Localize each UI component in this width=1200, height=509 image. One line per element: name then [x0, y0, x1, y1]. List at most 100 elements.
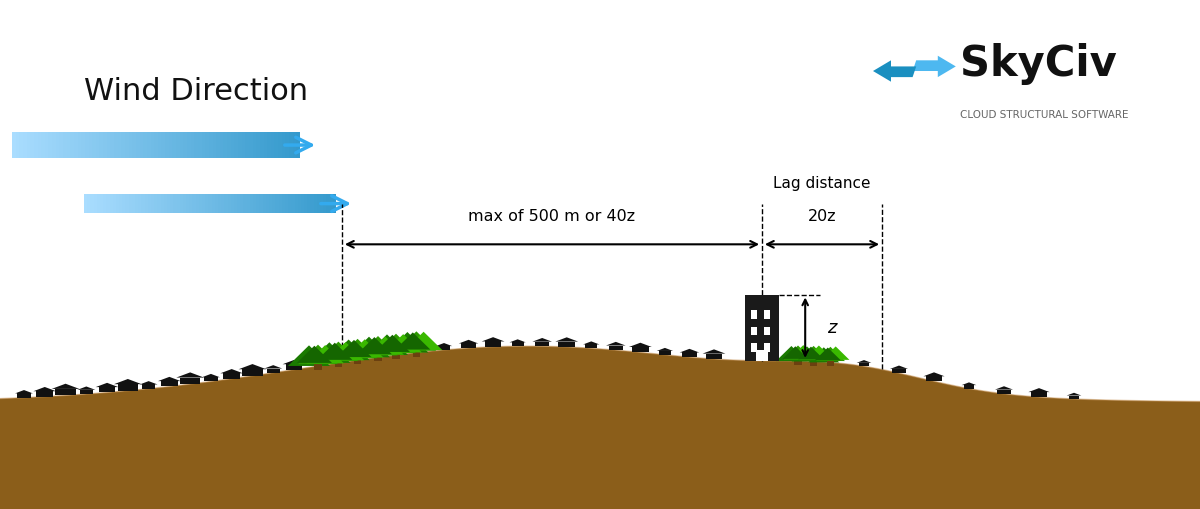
Polygon shape [376, 334, 416, 353]
Text: max of 500 m or 40z: max of 500 m or 40z [468, 209, 636, 224]
Polygon shape [798, 347, 824, 359]
Polygon shape [221, 369, 244, 373]
FancyBboxPatch shape [314, 364, 322, 370]
FancyBboxPatch shape [230, 194, 234, 213]
FancyBboxPatch shape [163, 194, 167, 213]
Polygon shape [510, 340, 526, 343]
FancyBboxPatch shape [240, 194, 244, 213]
FancyBboxPatch shape [859, 363, 870, 366]
FancyBboxPatch shape [97, 194, 100, 213]
FancyBboxPatch shape [259, 194, 263, 213]
FancyBboxPatch shape [558, 342, 575, 347]
Polygon shape [176, 373, 204, 378]
Text: CLOUD STRUCTURAL SOFTWARE: CLOUD STRUCTURAL SOFTWARE [960, 109, 1128, 120]
Polygon shape [96, 383, 119, 387]
FancyBboxPatch shape [745, 295, 779, 361]
FancyBboxPatch shape [893, 369, 906, 373]
Polygon shape [386, 332, 428, 353]
FancyBboxPatch shape [198, 132, 202, 158]
FancyBboxPatch shape [632, 347, 649, 352]
Text: z: z [827, 319, 836, 336]
FancyBboxPatch shape [227, 132, 230, 158]
FancyBboxPatch shape [191, 132, 194, 158]
FancyBboxPatch shape [148, 194, 151, 213]
FancyBboxPatch shape [142, 384, 155, 389]
FancyBboxPatch shape [253, 194, 257, 213]
FancyBboxPatch shape [317, 194, 320, 213]
FancyBboxPatch shape [304, 194, 307, 213]
FancyBboxPatch shape [241, 132, 245, 158]
FancyBboxPatch shape [461, 344, 475, 348]
Text: 20z: 20z [808, 209, 836, 224]
FancyBboxPatch shape [18, 393, 31, 398]
FancyBboxPatch shape [257, 194, 259, 213]
FancyBboxPatch shape [756, 350, 768, 361]
Polygon shape [809, 347, 839, 362]
FancyBboxPatch shape [764, 343, 770, 352]
FancyBboxPatch shape [89, 132, 92, 158]
FancyBboxPatch shape [94, 194, 97, 213]
Text: Wind Direction: Wind Direction [84, 77, 308, 106]
FancyBboxPatch shape [485, 342, 502, 347]
FancyBboxPatch shape [154, 132, 158, 158]
FancyBboxPatch shape [228, 194, 230, 213]
Polygon shape [77, 386, 95, 390]
FancyBboxPatch shape [288, 194, 292, 213]
FancyBboxPatch shape [275, 132, 278, 158]
FancyBboxPatch shape [146, 132, 150, 158]
FancyBboxPatch shape [269, 194, 272, 213]
FancyBboxPatch shape [132, 132, 136, 158]
FancyBboxPatch shape [30, 132, 34, 158]
FancyBboxPatch shape [84, 194, 88, 213]
Polygon shape [436, 343, 452, 346]
FancyBboxPatch shape [764, 310, 770, 319]
FancyBboxPatch shape [323, 194, 326, 213]
FancyBboxPatch shape [511, 343, 523, 346]
FancyBboxPatch shape [964, 385, 974, 388]
Polygon shape [396, 331, 437, 351]
FancyBboxPatch shape [751, 343, 757, 352]
Polygon shape [202, 374, 220, 377]
FancyBboxPatch shape [85, 132, 89, 158]
FancyBboxPatch shape [751, 310, 757, 319]
FancyBboxPatch shape [202, 132, 205, 158]
FancyBboxPatch shape [139, 132, 143, 158]
FancyBboxPatch shape [37, 132, 41, 158]
FancyBboxPatch shape [103, 194, 107, 213]
FancyBboxPatch shape [12, 132, 16, 158]
FancyBboxPatch shape [311, 194, 313, 213]
FancyBboxPatch shape [126, 194, 128, 213]
FancyBboxPatch shape [173, 194, 176, 213]
FancyBboxPatch shape [182, 194, 186, 213]
FancyBboxPatch shape [145, 194, 148, 213]
FancyBboxPatch shape [161, 194, 163, 213]
FancyBboxPatch shape [36, 391, 53, 397]
FancyBboxPatch shape [221, 194, 224, 213]
FancyBboxPatch shape [107, 132, 110, 158]
Polygon shape [782, 346, 809, 359]
FancyBboxPatch shape [683, 353, 697, 357]
FancyBboxPatch shape [109, 194, 113, 213]
FancyBboxPatch shape [827, 360, 834, 366]
FancyBboxPatch shape [166, 132, 169, 158]
FancyBboxPatch shape [74, 132, 78, 158]
FancyBboxPatch shape [1069, 395, 1080, 399]
FancyBboxPatch shape [132, 194, 136, 213]
FancyBboxPatch shape [298, 194, 301, 213]
FancyBboxPatch shape [125, 132, 128, 158]
FancyBboxPatch shape [413, 351, 420, 357]
FancyBboxPatch shape [810, 359, 817, 365]
Polygon shape [702, 349, 726, 354]
FancyBboxPatch shape [248, 132, 253, 158]
FancyBboxPatch shape [176, 194, 180, 213]
Polygon shape [1028, 388, 1050, 392]
FancyBboxPatch shape [293, 132, 296, 158]
FancyBboxPatch shape [194, 132, 198, 158]
Polygon shape [961, 382, 977, 385]
FancyBboxPatch shape [186, 194, 190, 213]
FancyBboxPatch shape [176, 132, 180, 158]
FancyBboxPatch shape [184, 132, 187, 158]
FancyBboxPatch shape [161, 381, 178, 386]
Polygon shape [318, 342, 359, 361]
FancyBboxPatch shape [253, 132, 257, 158]
